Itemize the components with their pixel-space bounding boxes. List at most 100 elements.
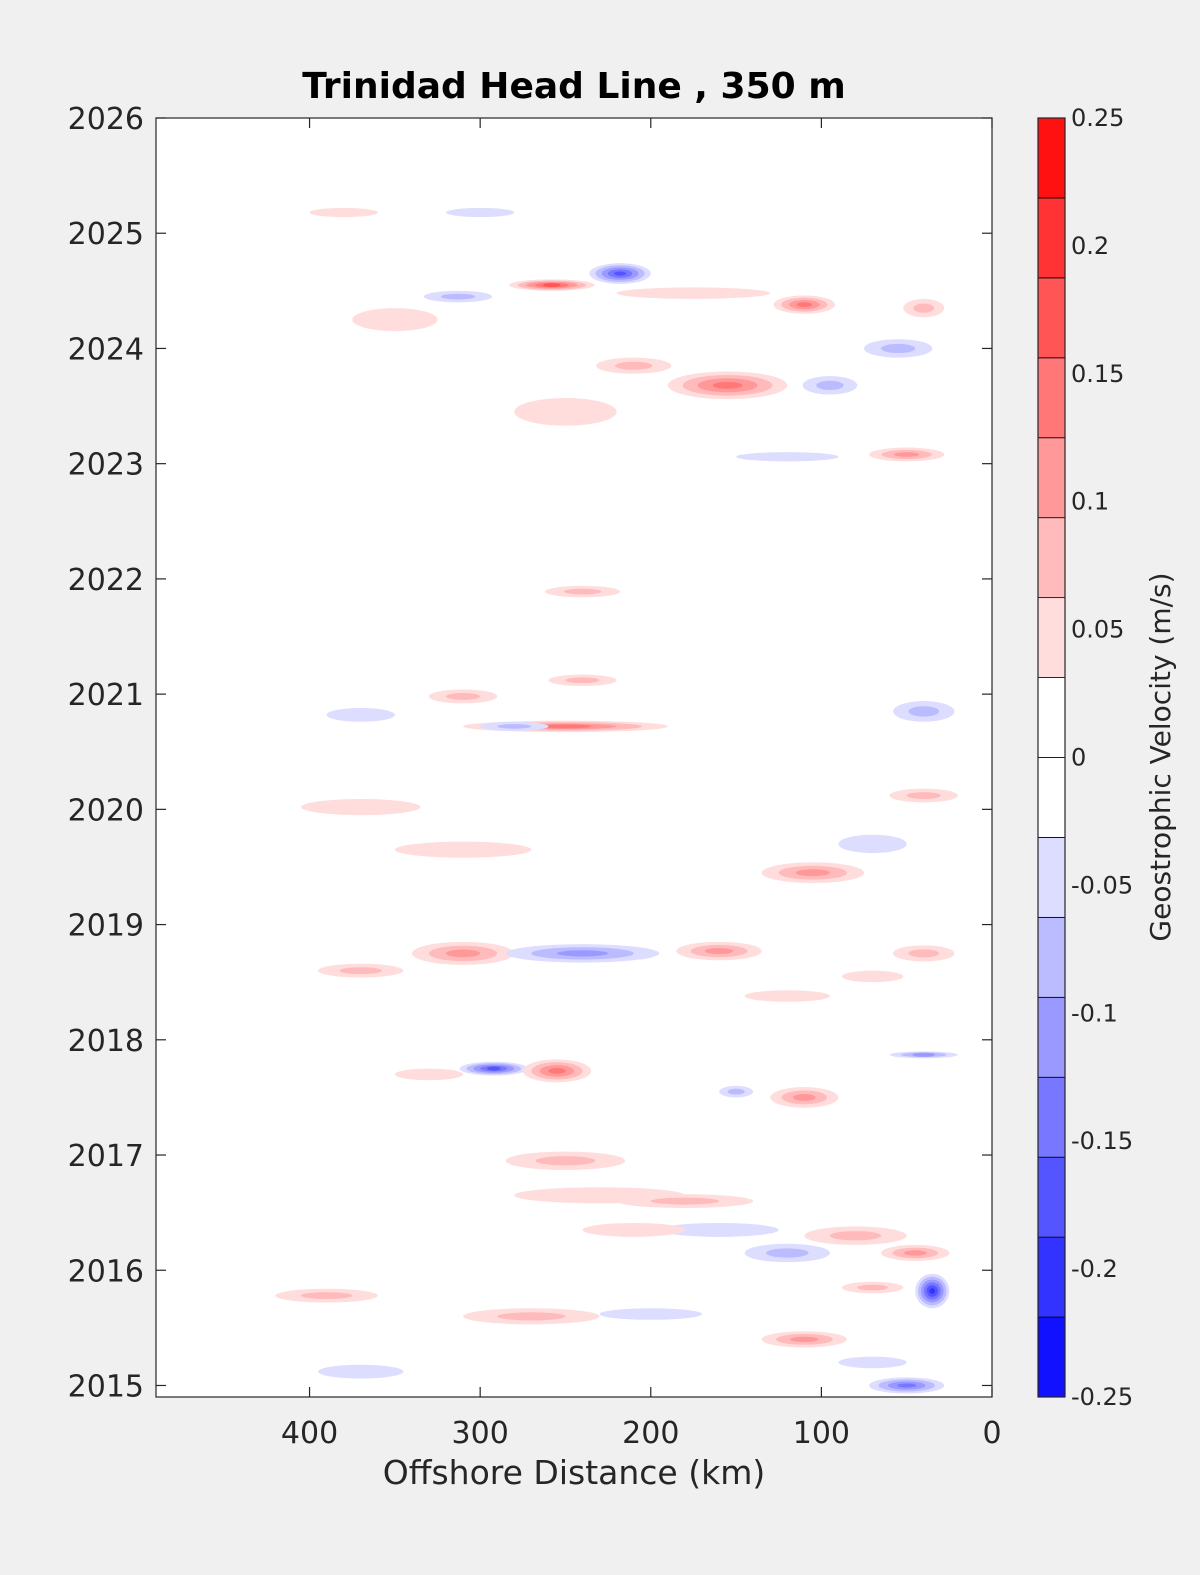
chart-title: Trinidad Head Line , 350 m — [302, 66, 845, 107]
velocity-feature — [770, 1087, 839, 1108]
velocity-feature — [318, 1364, 404, 1379]
colorbar-swatch — [1037, 437, 1066, 519]
velocity-feature — [318, 963, 404, 978]
velocity-feature — [548, 674, 617, 687]
velocity-feature — [411, 941, 515, 965]
contour-band — [908, 706, 940, 717]
contour-band — [514, 397, 617, 426]
contour-band — [881, 343, 916, 354]
colorbar-tick-label: 0.25 — [1071, 104, 1124, 132]
colorbar-swatch — [1037, 357, 1066, 439]
colorbar-label: Geostrophic Velocity (m/s) — [1144, 572, 1177, 941]
colorbar-swatch — [1037, 996, 1066, 1078]
contour-band — [548, 1068, 566, 1074]
y-tick-label: 2022 — [68, 563, 144, 598]
y-axis: 2015 2016 2017 2018 2019 2020 2021 2022 2023 2024… — [68, 102, 992, 1404]
colorbar-frame — [1037, 117, 1066, 1398]
plot-area — [156, 118, 992, 1397]
contour-band — [497, 1312, 566, 1321]
x-tick-label: 400 — [281, 1416, 338, 1451]
colorbar-tick-label: 0.2 — [1071, 232, 1109, 260]
velocity-feature — [599, 1308, 702, 1320]
contour-band — [446, 207, 515, 218]
contour-band — [829, 1231, 882, 1241]
velocity-feature — [301, 798, 421, 816]
colorbar-swatch — [1037, 277, 1066, 359]
contour-band — [446, 949, 481, 958]
velocity-feature — [719, 1085, 754, 1098]
y-tick-label: 2017 — [68, 1139, 144, 1174]
colorbar-swatch — [1037, 1316, 1066, 1398]
contour-band — [309, 207, 378, 218]
colorbar-tick-label: 0 — [1071, 744, 1086, 772]
velocity-feature — [893, 945, 955, 962]
velocity-feature — [480, 721, 549, 731]
contour-band — [704, 948, 734, 955]
x-axis-label: Offshore Distance (km) — [383, 1453, 765, 1492]
velocity-feature — [773, 295, 836, 314]
colorbar-swatch — [1037, 1236, 1066, 1318]
colorbar-swatch — [1037, 1156, 1066, 1238]
contour-band — [486, 1066, 501, 1071]
colorbar-swatch — [1037, 757, 1066, 838]
velocity-feature — [802, 376, 858, 395]
velocity-feature — [761, 1331, 847, 1348]
x-tick-label: 200 — [622, 1416, 679, 1451]
contour-band — [744, 990, 830, 1002]
velocity-feature — [659, 1223, 779, 1237]
contour-band — [394, 841, 532, 858]
colorbar-swatch — [1037, 1076, 1066, 1158]
colorbar-swatch — [1037, 197, 1066, 279]
velocity-feature — [394, 1068, 464, 1081]
contour-band — [816, 380, 844, 390]
velocity-field — [275, 207, 958, 1394]
contour-band — [908, 949, 940, 958]
colorbar-tick-label: -0.1 — [1071, 999, 1118, 1027]
velocity-feature — [864, 339, 933, 358]
contour-band — [556, 950, 609, 957]
contour-band — [613, 271, 627, 276]
y-tick-label: 2024 — [68, 332, 144, 367]
contour-band — [792, 1093, 816, 1101]
colorbar-swatch — [1037, 677, 1066, 758]
contour-band — [659, 1223, 779, 1237]
velocity-feature — [667, 371, 788, 400]
colorbar-swatch — [1037, 117, 1066, 199]
contour-band — [539, 724, 592, 729]
velocity-feature — [352, 308, 438, 332]
contour-band — [897, 1383, 917, 1388]
contour-band — [838, 1356, 907, 1369]
y-tick-label: 2016 — [68, 1254, 144, 1289]
colorbar-tick-label: -0.25 — [1071, 1383, 1133, 1411]
velocity-feature — [736, 452, 839, 462]
contour-band — [535, 1156, 596, 1166]
colorbar-tick-label: 0.15 — [1071, 360, 1124, 388]
colorbar-swatch — [1037, 517, 1066, 599]
velocity-feature — [841, 1281, 904, 1294]
colorbar-tick-label: 0.05 — [1071, 616, 1124, 644]
x-tick-label: 0 — [982, 1416, 1001, 1451]
x-axis: 400 300 200 100 0 — [281, 118, 1002, 1451]
colorbar-swatch — [1037, 837, 1066, 918]
velocity-feature — [744, 990, 830, 1002]
contour-band — [339, 967, 383, 975]
velocity-feature — [616, 287, 771, 299]
velocity-feature — [804, 1226, 907, 1245]
velocity-feature — [893, 701, 955, 722]
velocity-feature — [616, 1194, 754, 1209]
colorbar: 0.25 0.2 0.15 0.1 0.05 0 -0.05 -0.1 -0.15 -0.2 -0.… — [1037, 104, 1133, 1411]
colorbar-tick-label: 0.1 — [1071, 488, 1109, 516]
contour-band — [352, 308, 438, 332]
contour-band — [727, 1088, 745, 1095]
y-tick-label: 2026 — [68, 102, 144, 137]
contour-band — [446, 692, 481, 700]
y-tick-label: 2025 — [68, 217, 144, 252]
velocity-feature — [744, 1243, 830, 1263]
velocity-feature — [589, 263, 651, 284]
y-tick-label: 2015 — [68, 1369, 144, 1404]
velocity-feature — [309, 207, 378, 218]
contour-band — [497, 724, 532, 729]
velocity-feature — [275, 1288, 378, 1303]
velocity-feature — [509, 279, 595, 291]
